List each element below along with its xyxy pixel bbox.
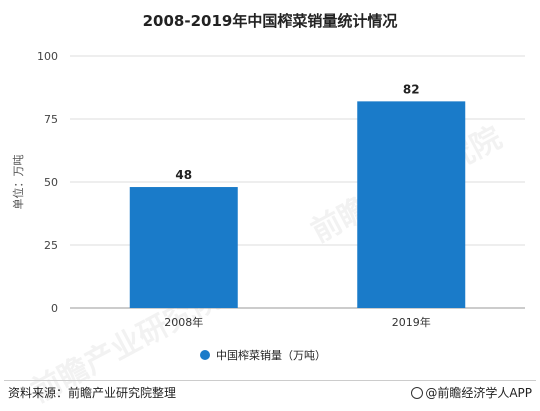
y-tick-label: 75 [44, 113, 58, 126]
data-labels: 48 82 [175, 82, 419, 182]
bar [357, 101, 466, 308]
footer-divider [4, 380, 536, 381]
legend-label: 中国榨菜销量（万吨） [216, 348, 326, 362]
brand-credit: @前瞻经济学人APP [411, 384, 532, 401]
x-tick-labels: 2008年 2019年 [164, 315, 431, 329]
x-tick-label: 2008年 [164, 315, 203, 329]
legend-marker [200, 350, 210, 360]
y-tick-label: 0 [51, 302, 58, 315]
data-label: 82 [403, 82, 420, 96]
x-tick-label: 2019年 [392, 315, 431, 329]
bars [129, 101, 466, 308]
source-note: 资料来源：前瞻产业研究院整理 [8, 386, 177, 400]
y-tick-label: 100 [37, 50, 58, 63]
chart-title: 2008-2019年中国榨菜销量统计情况 [142, 12, 398, 30]
y-tick-label: 25 [44, 239, 58, 252]
y-axis-label: 单位：万吨 [11, 155, 25, 210]
y-tick-labels: 0 25 50 75 100 [37, 50, 58, 315]
bar-chart: 0 25 50 75 100 48 82 2008年 2019年 单位：万吨 中国榨菜销量（… [11, 50, 525, 362]
y-tick-label: 50 [44, 176, 58, 189]
brand-text: @前瞻经济学人APP [425, 386, 532, 400]
legend: 中国榨菜销量（万吨） [200, 348, 326, 362]
brand-logo-icon [411, 386, 424, 399]
data-label: 48 [175, 168, 192, 182]
bar [129, 187, 238, 308]
